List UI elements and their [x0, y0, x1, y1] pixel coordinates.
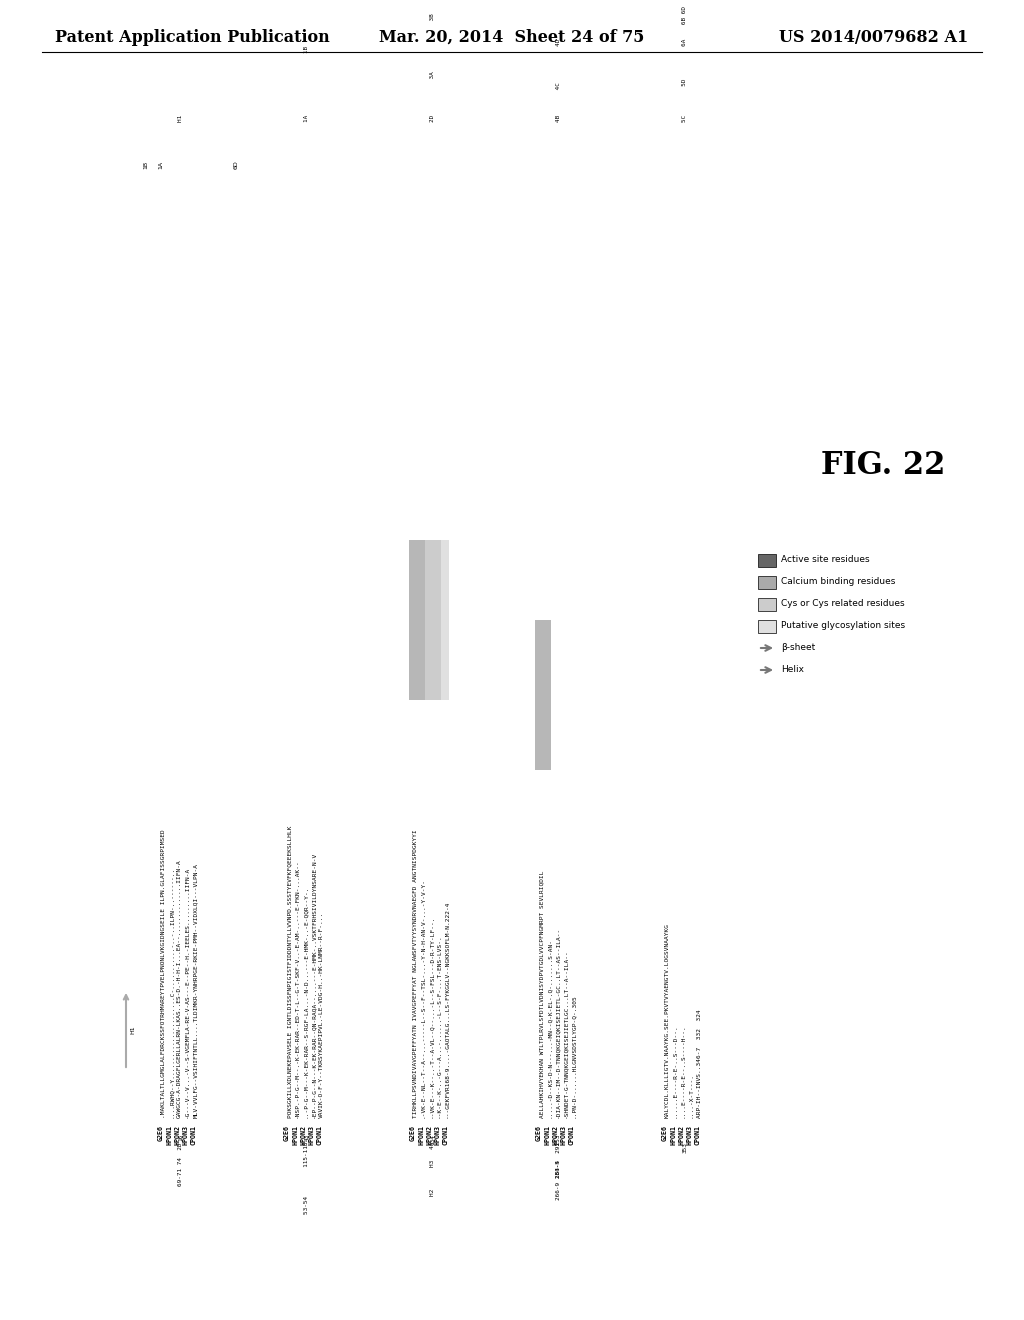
Text: 266-9 284-5  291: 266-9 284-5 291 [556, 1142, 561, 1200]
Text: -DIA-KN--IM--D-TNNQKGEIQKISEJIETL-GC..LT--AS--ILA--: -DIA-KN--IM--D-TNNQKGEIQKISEJIETL-GC..LT… [555, 927, 560, 1118]
Text: H1: H1 [130, 1026, 135, 1035]
Text: HPON1: HPON1 [166, 1125, 172, 1144]
Text: -SHNDET-G-TNNQKGEIQKISEJIETLGC...LT--A--ILA--: -SHNDET-G-TNNQKGEIQKISEJIETLGC...LT--A--… [563, 949, 568, 1118]
Text: Mar. 20, 2014  Sheet 24 of 75: Mar. 20, 2014 Sheet 24 of 75 [379, 29, 645, 45]
Text: 2D          3A              3B              3C       3D: 2D 3A 3B 3C 3D [430, 0, 435, 121]
Text: HPON2: HPON2 [426, 1125, 432, 1144]
Bar [441, 540, 449, 700]
Text: Putative glycosylation sites: Putative glycosylation sites [781, 622, 905, 631]
Text: ....E----R-E--..S----H--.: ....E----R-E--..S----H--. [681, 1024, 686, 1118]
Text: .MAKLTALTLLGMGLALFDRCKSSFOTRHMAREYTPVELPNONLVKGIDNGSEILE ILPN.GLAFISSGRPIMSED: .MAKLTALTLLGMGLALFDRCKSSFOTRHMAREYTPVELP… [161, 829, 166, 1118]
Text: 1B: 1B [143, 161, 148, 169]
Text: MLV-VVLFG--VSIHIFTNTLL....TLDIMKR-YNHRPGE-RKIE-PMH--VIDXLQI---VLPN-A: MLV-VVLFG--VSIHIFTNTLL....TLDIMKR-YNHRPG… [193, 863, 198, 1118]
Bar [758, 576, 776, 589]
Text: .....-D--KS-D-N---...-MN--Q-K-EL-.Q-.......S-AN-: .....-D--KS-D-N---...-MN--Q-K-EL-.Q-....… [547, 939, 552, 1118]
Text: -NSP.-P-G--M--.-K-EK-RAR--ED-T-L--G-T-SKF-V..-E-AM-..---E-FKN-...AK--: -NSP.-P-G--M--.-K-EK-RAR--ED-T-L--G-T-SK… [295, 859, 300, 1118]
Bar [535, 620, 543, 770]
Text: 6D: 6D [233, 161, 239, 169]
Text: POKSGKILLXDLNEKEPAVSELE IGNTLDISSFNPIGISTFIDDDNTYLLVVNPD.SSSTYEVFKFQEEEKSLLHLK: POKSGKILLXDLNEKEPAVSELE IGNTLDISSFNPIGIS… [287, 825, 292, 1118]
Text: CPON1: CPON1 [190, 1125, 196, 1144]
Text: G2E6: G2E6 [284, 1125, 290, 1140]
Text: Helix: Helix [781, 665, 804, 675]
Text: ..PN-D-......HLGNVSDSTLYGP-Q-.305: ..PN-D-......HLGNVSDSTLYGP-Q-.305 [571, 994, 575, 1118]
Text: -EP--P-G--N---K-EK-RAR--QN-RAQA--....---E-HMK-..VSKTFRHSIVILDYNSARE-N-V: -EP--P-G--N---K-EK-RAR--QN-RAQA--....---… [311, 851, 316, 1118]
Text: ..-P-G--M---K-EK-RAR--S-RGF-LA...-N-D...---E-HMK-..-E-QQR--Y-.: ..-P-G--M---K-EK-RAR--S-RGF-LA...-N-D...… [303, 886, 308, 1118]
Text: 1A: 1A [159, 161, 164, 169]
Text: US 2014/0079682 A1: US 2014/0079682 A1 [778, 29, 968, 45]
Text: ....RWHQ--Y......................C-...........-..-..ILPN-..------..: ....RWHQ--Y......................C-.....… [169, 867, 174, 1118]
Text: HPON2: HPON2 [552, 1125, 558, 1144]
Bar [409, 540, 417, 700]
Bar [543, 620, 551, 770]
Text: HPON2: HPON2 [300, 1125, 306, 1144]
Text: HPON1: HPON1 [418, 1125, 424, 1144]
Text: HPON3: HPON3 [182, 1125, 188, 1144]
Text: 69-71 74  2D: 69-71 74 2D [178, 1142, 183, 1185]
Text: AELLAHKIHVYEKHAN WTLTPLRVLSFDTLVDNISYDPVTGDLVVCPFNGMRPT SEVLRIQDIL: AELLAHKIHVYEKHAN WTLTPLRVLSFDTLVDNISYDPV… [539, 870, 544, 1118]
Text: ......E----R-E-..S---D--.: ......E----R-E-..S---D--. [673, 1024, 678, 1118]
Text: HPON1: HPON1 [670, 1125, 676, 1144]
Text: G2E6: G2E6 [536, 1125, 542, 1140]
Text: CPON1: CPON1 [694, 1125, 700, 1144]
Bar [425, 540, 433, 700]
Text: HPON3: HPON3 [434, 1125, 440, 1144]
Text: HPON2: HPON2 [678, 1125, 684, 1144]
Text: 1A                 1B                  2A              2B               2C: 1A 1B 2A 2B 2C [304, 0, 309, 121]
Text: G2E6: G2E6 [158, 1125, 164, 1140]
Text: KALYCDL.KLLLIGTV.NAAYKG.SEE.PKVTVYAENGTV.LOGSVNAAYKG: KALYCDL.KLLLIGTV.NAAYKG.SEE.PKVTVYAENGTV… [665, 923, 670, 1118]
Text: β-sheet: β-sheet [781, 644, 815, 652]
Text: G2E6: G2E6 [410, 1125, 416, 1140]
Text: 53-54        115-118: 53-54 115-118 [304, 1142, 309, 1214]
Bar [758, 553, 776, 566]
Text: HPON3: HPON3 [686, 1125, 692, 1144]
Text: VAVIK-O-F-Y--TKRSYKAEPIPVL.-LE-VDG-H..-HK-LNMR--R-F-...: VAVIK-O-F-Y--TKRSYKAEPIPVL.-LE-VDG-H..-H… [319, 912, 324, 1118]
Text: HPON3: HPON3 [308, 1125, 314, 1144]
Text: GAWGCG-A-DRAGFLGERLLALRN-LKAS..ES-D.-H-H-I...EA--..............IIFN-A: GAWGCG-A-DRAGFLGERLLALRN-LKAS..ES-D.-H-H… [177, 859, 182, 1118]
Text: HPON1: HPON1 [544, 1125, 550, 1144]
Text: CPON1: CPON1 [442, 1125, 449, 1144]
Text: FIG. 22: FIG. 22 [821, 450, 945, 480]
Text: --VK-E---K--..-T--A-VL--Q--...-L--S-FSL---D-R-TY-LF--.: --VK-E---K--..-T--A-VL--Q--...-L--S-FSL-… [429, 916, 434, 1118]
Text: 16: 16 [178, 1134, 183, 1142]
Text: Cys or Cys related residues: Cys or Cys related residues [781, 599, 904, 609]
Text: G2E6: G2E6 [662, 1125, 668, 1140]
Text: TIRHKLLPSVNDIVAVGPEFFYATN IVAVGPEFFYAT NGLAWSFVTYYSYNDRVNAEGFD ANGTNISPDGKYYI: TIRHKLLPSVNDIVAVGPEFFYATN IVAVGPEFFYAT N… [413, 829, 418, 1118]
Bar [758, 619, 776, 632]
Text: 43: 43 [304, 1134, 309, 1142]
Text: Calcium binding residues: Calcium binding residues [781, 578, 895, 586]
Text: Active site residues: Active site residues [781, 556, 869, 565]
Text: CPON1: CPON1 [316, 1125, 322, 1144]
Text: -G---V--V...-V--S-VGEMFLA-RE-V-AS---E--PE--H.-IEELES.........IIFN-A: -G---V--V...-V--S-VGEMFLA-RE-V-AS---E--P… [185, 867, 190, 1118]
Bar [433, 540, 441, 700]
Text: 183-4    253: 183-4 253 [556, 1134, 561, 1177]
Text: ....-X-T---.: ....-X-T---. [689, 1073, 694, 1118]
Text: Patent Application Publication: Patent Application Publication [55, 29, 330, 45]
Text: ARP-IH--INVS..346-7  332  324: ARP-IH--INVS..346-7 332 324 [697, 1010, 702, 1118]
Text: CPON1: CPON1 [568, 1125, 574, 1144]
Text: H2      H3   4A: H2 H3 4A [430, 1142, 435, 1196]
Text: .-VK-E--NL--T--A--...-----L--S--F--TSL-...-Y-N-H-AN-V-...-Y-V-Y-: .-VK-E--NL--T--A--...-----L--S--F--TSL-.… [421, 878, 426, 1118]
Text: 5C        5D         6A    6B 6D             2A: 5C 5D 6A 6B 6D 2A [683, 0, 687, 121]
Bar [758, 598, 776, 610]
Text: HPON2: HPON2 [174, 1125, 180, 1144]
Text: H1                                                6D: H1 6D [178, 0, 183, 121]
Text: HPON3: HPON3 [560, 1125, 566, 1144]
Bar [417, 540, 425, 700]
Text: 353: 353 [683, 1142, 687, 1152]
Text: 4B       4C          4D                5A          5B: 4B 4C 4D 5A 5B [556, 0, 561, 121]
Text: HPON1: HPON1 [292, 1125, 298, 1144]
Text: --K-E--K-..-G---A...-......-L--S-F-...T-ENS-LVS-.: --K-E--K-..-G---A...-......-L--S-F-...T-… [437, 935, 442, 1118]
Text: 134: 134 [430, 1134, 435, 1144]
Text: ---GEKFVR168-9....-GAOTALG...LS-FYKGGLV--NGKKSOFLM-N.222-4: ---GEKFVR168-9....-GAOTALG...LS-FYKGGLV-… [445, 900, 450, 1118]
